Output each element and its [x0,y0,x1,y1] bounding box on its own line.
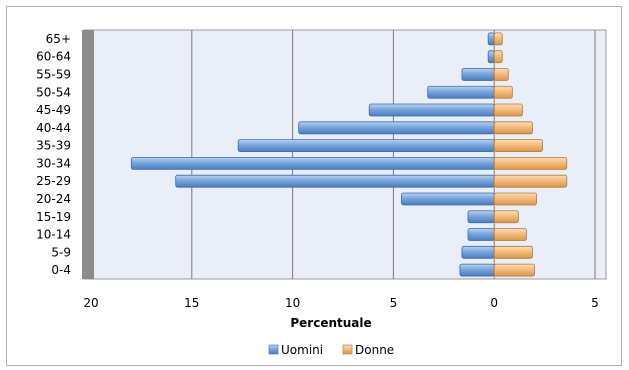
bar-donne [493,85,513,99]
bar-donne [493,245,533,259]
y-tick-label: 60-64 [36,50,71,64]
x-tick-label: 20 [83,296,98,310]
x-tick-label: 15 [184,296,199,310]
bar-donne [493,263,535,277]
population-pyramid-chart: 0-4 5-9 10-14 15-19 20-24 25-29 30-34 35-39 40-4… [36,29,607,357]
bar-donne [493,68,509,81]
x-tick-label: 5 [390,296,398,310]
y-tick-label: 10-14 [36,228,71,242]
legend: Uomini Donne [268,343,394,357]
bar-uomini [401,192,495,206]
y-tick-label: 35-39 [36,139,71,153]
y-tick-label: 65+ [46,32,71,46]
x-axis-title: Percentuale [290,316,371,330]
y-tick-label: 5-9 [51,245,71,259]
bar-donne [493,228,527,241]
bar-donne [493,32,503,46]
x-axis-labels: 20 15 10 5 0 5 [83,296,598,310]
legend-swatch-donne [342,344,353,355]
y-tick-label: 45-49 [36,103,71,117]
x-tick-label: 10 [285,296,300,310]
bar-donne [493,121,533,135]
bar-donne [493,139,543,153]
bar-uomini [130,156,495,170]
y-tick-label: 50-54 [36,85,71,99]
bar-uomini [467,210,495,224]
bar-uomini [461,68,495,81]
plot-area [83,29,607,280]
bar-uomini [427,85,495,99]
bar-uomini [487,32,495,46]
bar-uomini [461,245,495,259]
axis-wall [82,30,94,279]
bar-uomini [459,263,495,277]
bar-uomini [175,174,495,188]
y-tick-label: 15-19 [36,210,71,224]
legend-label-donne: Donne [355,343,394,357]
bars [130,32,568,277]
x-tick-label: 0 [490,296,498,310]
bar-donne [493,156,568,170]
legend-label-uomini: Uomini [281,343,323,357]
y-tick-label: 40-44 [36,121,71,135]
y-axis-labels: 0-4 5-9 10-14 15-19 20-24 25-29 30-34 35-39 40-4… [36,32,71,277]
bar-donne [493,50,503,64]
bar-uomini [368,103,495,117]
y-tick-label: 30-34 [36,156,71,170]
chart-frame: 0-4 5-9 10-14 15-19 20-24 25-29 30-34 35-39 40-4… [6,6,622,366]
bar-uomini [237,139,495,153]
x-tick-label: 5 [591,296,599,310]
bar-uomini [467,228,495,241]
y-tick-label: 25-29 [36,174,71,188]
bar-donne [493,103,523,117]
bar-uomini [487,50,495,64]
bar-uomini [298,121,495,135]
bar-donne [493,192,537,206]
bar-donne [493,210,519,224]
y-tick-label: 0-4 [51,263,71,277]
legend-swatch-uomini [268,344,279,355]
y-tick-label: 55-59 [36,67,71,81]
bar-donne [493,174,568,188]
y-tick-label: 20-24 [36,192,71,206]
